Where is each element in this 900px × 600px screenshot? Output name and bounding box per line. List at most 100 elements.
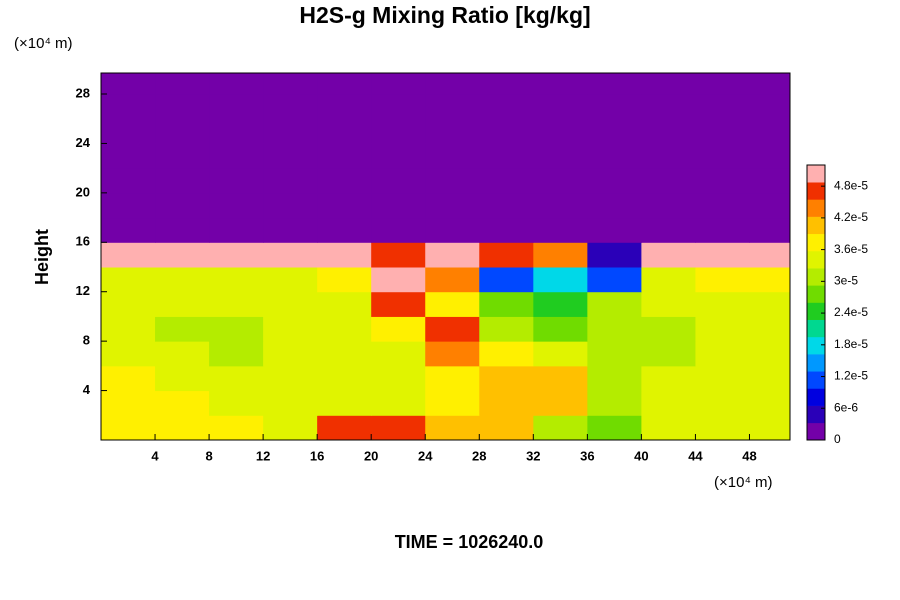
- field-cell: [641, 341, 696, 367]
- field-cell: [641, 73, 696, 95]
- field-cell: [317, 217, 372, 243]
- field-cell: [425, 192, 480, 219]
- colorbar-swatch: [807, 354, 825, 372]
- field-cell: [479, 168, 534, 194]
- y-unit: (×10⁴ m): [14, 35, 73, 52]
- x-tick-label: 12: [256, 448, 270, 463]
- field-cell: [587, 118, 642, 144]
- colorbar-swatch: [807, 388, 825, 406]
- field-cell: [641, 217, 696, 243]
- field-cell: [479, 365, 534, 392]
- field-cell: [695, 365, 750, 392]
- field-cell: [263, 94, 318, 120]
- field-cell: [209, 94, 264, 120]
- field-cell: [155, 390, 210, 416]
- field-cell: [263, 73, 318, 95]
- field-cell: [695, 390, 750, 416]
- field-cell: [155, 242, 210, 268]
- colorbar-tick-label: 6e-6: [834, 400, 858, 414]
- colorbar-swatch: [807, 216, 825, 235]
- field-cell: [749, 94, 790, 120]
- field-cell: [533, 267, 588, 293]
- field-cell: [695, 242, 750, 268]
- field-cell: [695, 94, 750, 120]
- field-cell: [587, 168, 642, 194]
- field-cell: [209, 242, 264, 268]
- field-cell: [425, 118, 480, 144]
- colorbar-swatch: [807, 371, 825, 389]
- field-cell: [317, 390, 372, 416]
- field-cell: [641, 143, 696, 169]
- field-cell: [587, 291, 642, 317]
- field-cell: [587, 341, 642, 367]
- footer-time: TIME = 1026240.0: [395, 532, 544, 552]
- y-tick-label: 12: [76, 283, 90, 298]
- field-cell: [749, 365, 790, 392]
- field-cell: [317, 192, 372, 219]
- field-cell: [749, 143, 790, 169]
- field-cell: [479, 267, 534, 293]
- field-cell: [263, 118, 318, 144]
- field-cell: [209, 168, 264, 194]
- field-cell: [371, 94, 426, 120]
- field-cell: [533, 316, 588, 342]
- x-tick-label: 44: [688, 448, 703, 463]
- field-cell: [695, 316, 750, 342]
- field-cell: [587, 192, 642, 219]
- field-cell: [263, 143, 318, 169]
- field-cell: [101, 390, 156, 416]
- colorbar-tick-label: 4.2e-5: [834, 210, 868, 224]
- y-tick-label: 24: [76, 135, 91, 150]
- field-cell: [425, 341, 480, 367]
- field-cell: [209, 118, 264, 144]
- field-cell: [587, 242, 642, 268]
- field-cell: [209, 73, 264, 95]
- field-cell: [641, 242, 696, 268]
- field-cell: [749, 217, 790, 243]
- field-cell: [425, 73, 480, 95]
- field-cell: [155, 73, 210, 95]
- field-cell: [425, 242, 480, 268]
- x-tick-label: 8: [205, 448, 212, 463]
- field-cell: [425, 168, 480, 194]
- field-cell: [533, 168, 588, 194]
- field-cell: [371, 267, 426, 293]
- field-cell: [587, 143, 642, 169]
- field-cell: [101, 316, 156, 342]
- contour-field: [101, 73, 790, 440]
- field-cell: [209, 143, 264, 169]
- colorbar-swatch: [807, 319, 825, 338]
- field-cell: [479, 94, 534, 120]
- field-cell: [317, 316, 372, 342]
- field-cell: [155, 316, 210, 342]
- field-cell: [749, 192, 790, 219]
- field-cell: [263, 415, 318, 440]
- field-cell: [263, 217, 318, 243]
- field-cell: [155, 168, 210, 194]
- colorbar-tick-label: 3e-5: [834, 274, 858, 288]
- field-cell: [101, 242, 156, 268]
- field-cell: [479, 291, 534, 317]
- field-cell: [425, 365, 480, 392]
- field-cell: [749, 341, 790, 367]
- field-cell: [425, 217, 480, 243]
- field-cell: [641, 192, 696, 219]
- field-cell: [371, 217, 426, 243]
- field-cell: [695, 267, 750, 293]
- field-cell: [695, 217, 750, 243]
- field-cell: [263, 365, 318, 392]
- field-cell: [533, 365, 588, 392]
- field-cell: [209, 341, 264, 367]
- x-tick-label: 32: [526, 448, 540, 463]
- x-tick-label: 16: [310, 448, 324, 463]
- field-cell: [587, 267, 642, 293]
- field-cell: [695, 415, 750, 440]
- field-cell: [533, 415, 588, 440]
- field-cell: [695, 192, 750, 219]
- field-cell: [101, 365, 156, 392]
- field-cell: [533, 143, 588, 169]
- field-cell: [533, 192, 588, 219]
- field-cell: [641, 415, 696, 440]
- field-cell: [155, 267, 210, 293]
